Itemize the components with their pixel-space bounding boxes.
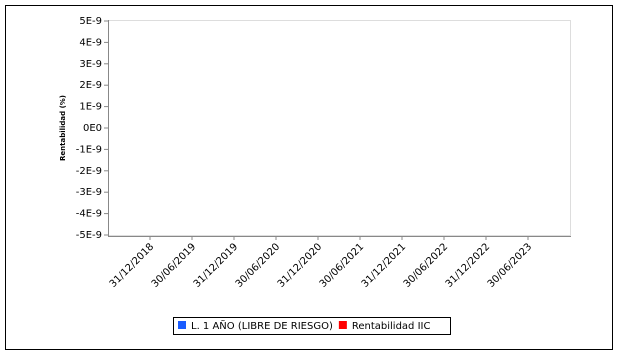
y-tick-label: -5E-9: [76, 230, 102, 241]
y-tick-label: -2E-9: [76, 166, 102, 177]
y-tick-label: 2E-9: [79, 80, 102, 91]
y-axis-label: Rentabilidad (%): [59, 95, 67, 161]
y-tick-label: -1E-9: [76, 144, 102, 155]
y-tick-label: 5E-9: [79, 16, 102, 27]
y-tick-label: 0E0: [83, 123, 102, 134]
legend-label: Rentabilidad IIC: [352, 321, 431, 332]
y-tick-label: 1E-9: [79, 102, 102, 113]
y-tick-label: 3E-9: [79, 59, 102, 70]
legend-swatch: [178, 321, 186, 329]
y-tick-label: 4E-9: [79, 37, 102, 48]
frame: [5, 5, 613, 350]
legend-swatch: [338, 321, 347, 329]
legend-items: L. 1 AÑO (LIBRE DE RIESGO) Rentabilidad I…: [178, 319, 430, 332]
y-tick-label: -3E-9: [76, 187, 102, 198]
legend: [173, 317, 451, 335]
y-tick-label: -4E-9: [76, 209, 102, 220]
legend-label: L. 1 AÑO (LIBRE DE RIESGO): [191, 319, 333, 332]
